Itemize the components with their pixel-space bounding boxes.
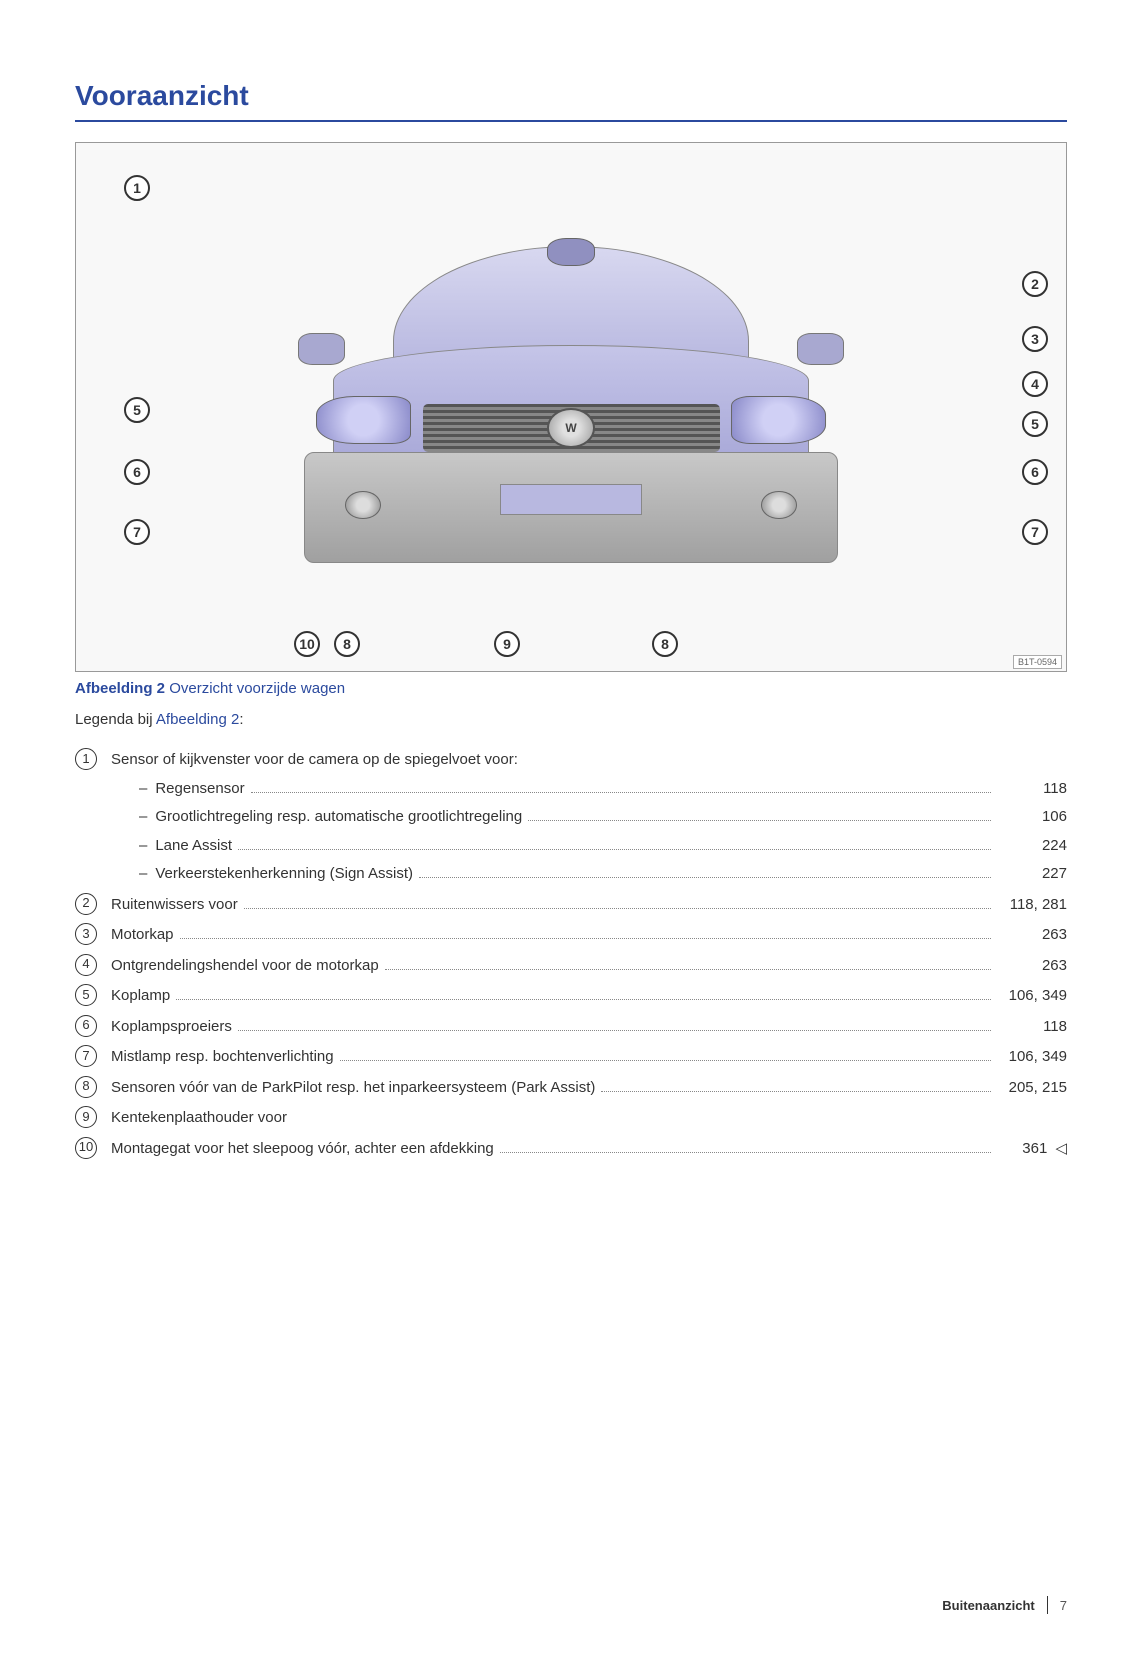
- legend-row: 9 Kentekenplaathouder voor: [75, 1104, 1067, 1133]
- page-title: Vooraanzicht: [75, 80, 1067, 112]
- legend-row: 6 Koplampsproeiers 118: [75, 1013, 1067, 1042]
- legend-number: 6: [75, 1015, 97, 1037]
- legend-label: Koplampsproeiers: [111, 1013, 232, 1042]
- legend-sub-item: –Grootlichtregeling resp. automatische g…: [111, 803, 1067, 832]
- legend-sub-item: –Lane Assist224: [111, 832, 1067, 861]
- vehicle-diagram: W 1 2 3 4 5 5 6 6 7 7 10 8 9 8 B1T-0594: [75, 142, 1067, 672]
- legend-page: 205, 215: [997, 1074, 1067, 1103]
- legend-row: 5 Koplamp 106, 349: [75, 982, 1067, 1011]
- legend-link: Afbeelding 2: [156, 711, 239, 728]
- legend-label: Sensor of kijkvenster voor de camera op …: [111, 746, 518, 775]
- title-underline: [75, 120, 1067, 122]
- caption-text: Overzicht voorzijde wagen: [169, 680, 345, 697]
- callout-1: 1: [124, 175, 150, 201]
- legend-row: 4 Ontgrendelingshendel voor de motorkap 26…: [75, 952, 1067, 981]
- legend-number: 7: [75, 1045, 97, 1067]
- figure-caption: Afbeelding 2 Overzicht voorzijde wagen: [75, 680, 1067, 697]
- legend-row: 2 Ruitenwissers voor 118, 281: [75, 891, 1067, 920]
- callout-9: 9: [494, 631, 520, 657]
- legend-row: 8 Sensoren vóór van de ParkPilot resp. he…: [75, 1074, 1067, 1103]
- legend-label: Ruitenwissers voor: [111, 891, 238, 920]
- legend-row: 1 Sensor of kijkvenster voor de camera op…: [75, 746, 1067, 889]
- legend-sub-item: –Regensensor118: [111, 775, 1067, 804]
- legend-page: 106, 349: [997, 982, 1067, 1011]
- legend-label: Ontgrendelingshendel voor de motorkap: [111, 952, 379, 981]
- callout-5: 5: [1022, 411, 1048, 437]
- legend-page: 361 ◁: [997, 1135, 1067, 1164]
- legend-page: 263: [997, 921, 1067, 950]
- legend-number: 1: [75, 748, 97, 770]
- callout-2: 2: [1022, 271, 1048, 297]
- footer-page-number: 7: [1060, 1598, 1067, 1613]
- legend-label: Montagegat voor het sleepoog vóór, achte…: [111, 1135, 494, 1164]
- legend-label: Koplamp: [111, 982, 170, 1011]
- callout-7: 7: [1022, 519, 1048, 545]
- legend-number: 4: [75, 954, 97, 976]
- legend-number: 3: [75, 923, 97, 945]
- callout-8: 8: [652, 631, 678, 657]
- page-footer: Buitenaanzicht 7: [942, 1596, 1067, 1614]
- callout-8: 8: [334, 631, 360, 657]
- callout-10: 10: [294, 631, 320, 657]
- legend-sub-item: –Verkeerstekenherkenning (Sign Assist)22…: [111, 860, 1067, 889]
- legend-label: Mistlamp resp. bochtenverlichting: [111, 1043, 334, 1072]
- car-illustration: W: [274, 206, 868, 602]
- legend-page: 106, 349: [997, 1043, 1067, 1072]
- legend-intro: Legenda bij Afbeelding 2:: [75, 711, 1067, 728]
- legend-page: 118, 281: [997, 891, 1067, 920]
- legend-label: Kentekenplaathouder voor: [111, 1104, 287, 1133]
- callout-3: 3: [1022, 326, 1048, 352]
- callout-6: 6: [124, 459, 150, 485]
- diagram-code: B1T-0594: [1013, 655, 1062, 669]
- legend-number: 8: [75, 1076, 97, 1098]
- legend-number: 5: [75, 984, 97, 1006]
- legend-row: 3 Motorkap 263: [75, 921, 1067, 950]
- caption-label: Afbeelding 2: [75, 680, 165, 697]
- legend-number: 10: [75, 1137, 97, 1159]
- legend-page: 263: [997, 952, 1067, 981]
- legend-list: 1 Sensor of kijkvenster voor de camera op…: [75, 746, 1067, 1163]
- callout-5: 5: [124, 397, 150, 423]
- legend-label: Sensoren vóór van de ParkPilot resp. het…: [111, 1074, 595, 1103]
- callout-4: 4: [1022, 371, 1048, 397]
- legend-row: 7 Mistlamp resp. bochtenverlichting 106, 3…: [75, 1043, 1067, 1072]
- legend-row: 10 Montagegat voor het sleepoog vóór, ach…: [75, 1135, 1067, 1164]
- callout-6: 6: [1022, 459, 1048, 485]
- callout-7: 7: [124, 519, 150, 545]
- legend-number: 9: [75, 1106, 97, 1128]
- footer-section: Buitenaanzicht: [942, 1598, 1034, 1613]
- legend-label: Motorkap: [111, 921, 174, 950]
- legend-number: 2: [75, 893, 97, 915]
- legend-page: 118: [997, 1013, 1067, 1042]
